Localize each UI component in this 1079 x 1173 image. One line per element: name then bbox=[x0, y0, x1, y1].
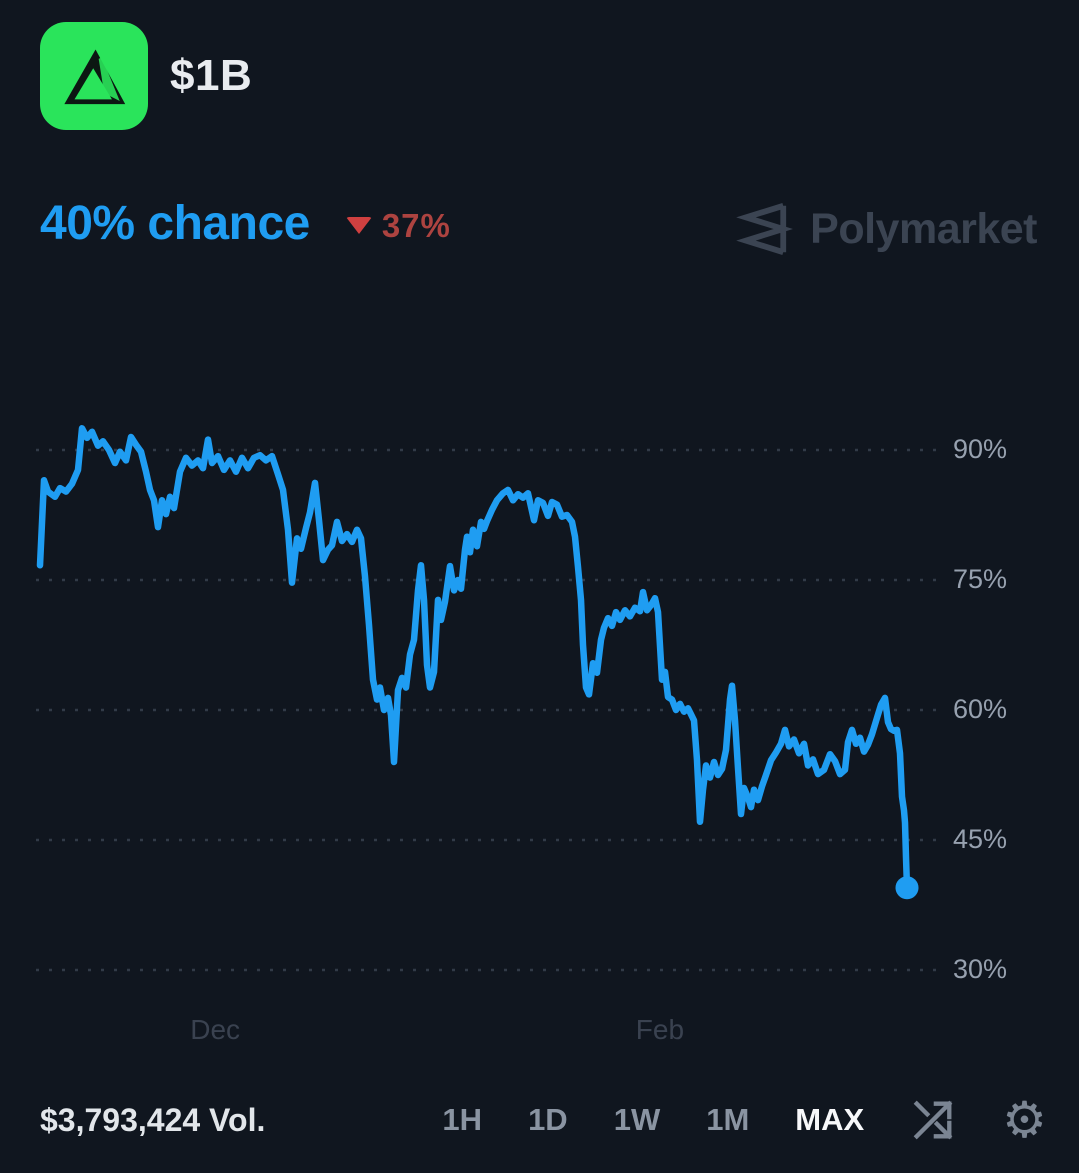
timeframe-1d[interactable]: 1D bbox=[528, 1102, 568, 1137]
footer-controls: 1H 1D 1W 1M MAX ⚙ bbox=[442, 1094, 1047, 1146]
x-tick-feb: Feb bbox=[635, 1014, 685, 1045]
y-tick-30: 30% bbox=[953, 954, 1008, 985]
change-value: 37% bbox=[381, 206, 451, 244]
triangle-logo-icon bbox=[64, 49, 126, 105]
current-price-dot bbox=[895, 876, 919, 900]
y-tick-90: 90% bbox=[953, 434, 1008, 464]
chance-value: 40% chance bbox=[40, 197, 310, 250]
chance-row: 40% chance 37% bbox=[40, 196, 451, 251]
market-header: $1B bbox=[40, 22, 252, 130]
polymarket-logo-icon bbox=[736, 203, 794, 255]
timeframe-max[interactable]: MAX bbox=[795, 1102, 865, 1137]
timeframe-buttons: 1H 1D 1W 1M MAX bbox=[442, 1102, 864, 1138]
y-tick-60: 60% bbox=[953, 694, 1008, 724]
trade-button[interactable] bbox=[910, 1097, 956, 1143]
volume-label: $3,793,424 Vol. bbox=[40, 1102, 266, 1138]
timeframe-1h[interactable]: 1H bbox=[442, 1102, 483, 1137]
y-tick-75: 75% bbox=[953, 564, 1008, 594]
y-tick-45: 45% bbox=[953, 824, 1008, 854]
change-indicator: 37% bbox=[345, 206, 451, 245]
down-arrow-icon bbox=[345, 217, 372, 234]
market-title: $1B bbox=[170, 51, 253, 100]
market-icon bbox=[40, 22, 148, 130]
price-line bbox=[36, 425, 911, 891]
settings-button[interactable]: ⚙ bbox=[1002, 1095, 1047, 1145]
shuffle-icon bbox=[913, 1100, 953, 1140]
timeframe-1m[interactable]: 1M bbox=[706, 1102, 750, 1137]
gear-icon: ⚙ bbox=[1002, 1091, 1047, 1149]
x-tick-dec: Dec bbox=[190, 1014, 241, 1045]
timeframe-1w[interactable]: 1W bbox=[613, 1102, 661, 1137]
brand-name: Polymarket bbox=[810, 204, 1037, 253]
brand[interactable]: Polymarket bbox=[736, 200, 1037, 258]
